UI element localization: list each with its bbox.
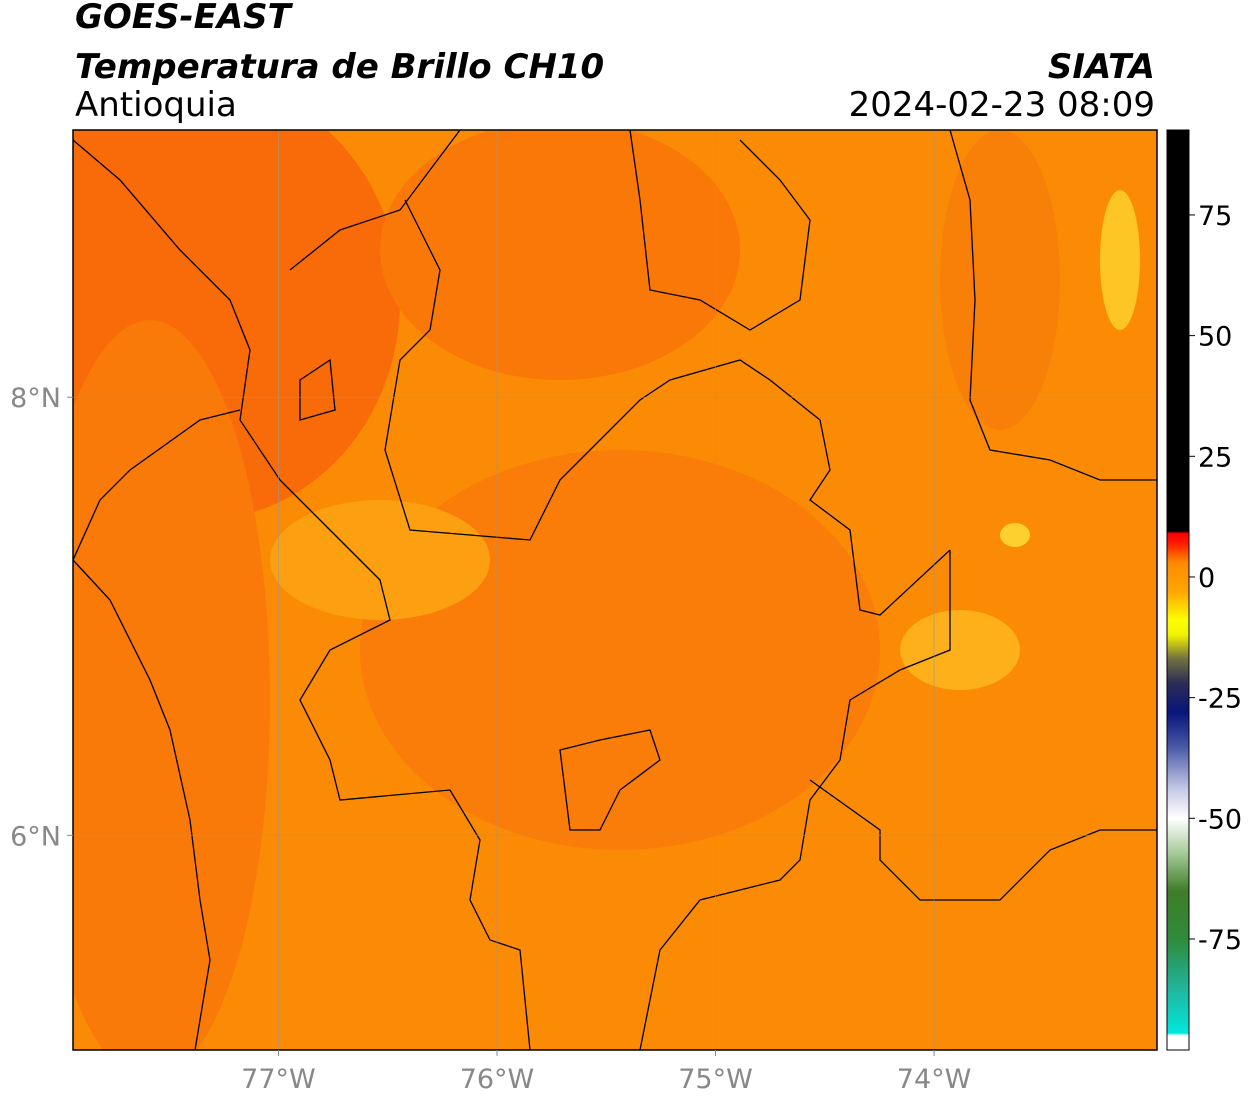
colorbar-tick-label: -25	[1198, 684, 1242, 715]
x-tick-label: 74°W	[897, 1064, 972, 1095]
colorbar-tick-label: 75	[1198, 201, 1232, 232]
graticule	[73, 130, 1157, 1050]
colorbar-tick-label: 25	[1198, 442, 1232, 473]
x-tick-label: 76°W	[460, 1064, 535, 1095]
region: Antioquia	[75, 85, 237, 125]
source: SIATA	[1048, 47, 1155, 87]
y-tick-label: 6°N	[10, 821, 61, 852]
subtitle: Temperatura de Brillo CH10	[75, 47, 604, 87]
x-tick-label: 75°W	[678, 1064, 753, 1095]
x-tick-label: 77°W	[241, 1064, 316, 1095]
y-tick-label: 8°N	[10, 383, 61, 414]
map-frame	[72, 129, 1158, 1051]
colorbar	[1166, 129, 1190, 1051]
colorbar-tick-label: -50	[1198, 804, 1242, 835]
colorbar-tick-label: 50	[1198, 322, 1232, 353]
map-field	[73, 130, 1157, 1050]
timestamp: 2024-02-23 08:09	[849, 85, 1155, 125]
colorbar-tick-label: -75	[1198, 925, 1242, 956]
title: GOES-EAST	[75, 0, 294, 37]
colorbar-tick-label: 0	[1198, 563, 1215, 594]
